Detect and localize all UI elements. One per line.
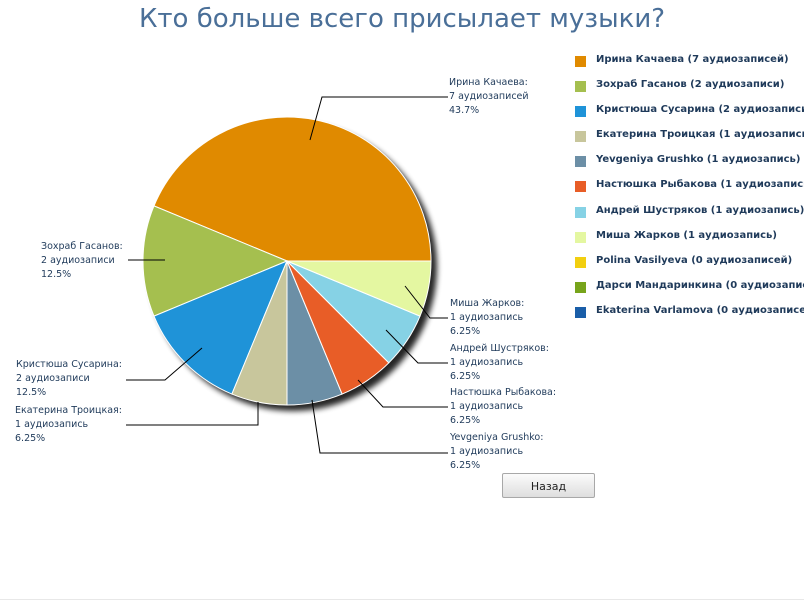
legend-swatch bbox=[575, 56, 586, 67]
slice-label: Зохраб Гасанов: 2 аудиозаписи 12.5% bbox=[41, 240, 123, 282]
legend-swatch bbox=[575, 306, 586, 318]
slice-label-percent: 43.7% bbox=[449, 105, 480, 116]
legend-swatch bbox=[575, 156, 586, 168]
slice-label-count: 1 аудиозапись bbox=[15, 419, 89, 430]
slice-label-percent: 6.25% bbox=[450, 460, 481, 471]
slice-label: Yevgeniya Grushko: 1 аудиозапись 6.25% bbox=[450, 431, 543, 473]
slice-label-count: 1 аудиозапись bbox=[450, 312, 524, 323]
slice-label-count: 2 аудиозаписи bbox=[16, 373, 90, 384]
legend-item: Миша Жарков (1 аудиозапись) bbox=[575, 230, 804, 255]
legend-label: Дарси Мандаринкина (0 аудиозаписей) bbox=[596, 279, 804, 291]
legend-item: Polina Vasilyeva (0 аудиозаписей) bbox=[575, 255, 804, 280]
footer-divider bbox=[0, 599, 804, 600]
pie-slice bbox=[286, 260, 432, 317]
legend-item: Андрей Шустряков (1 аудиозапись) bbox=[575, 205, 804, 230]
legend-label: Ekaterina Varlamova (0 аудиозаписей) bbox=[596, 304, 804, 316]
slice-label-count: 2 аудиозаписи bbox=[41, 255, 115, 266]
legend-item: Настюшка Рыбакова (1 аудиозапись) bbox=[575, 179, 804, 204]
slice-label-name: Yevgeniya Grushko: bbox=[450, 432, 544, 443]
legend-item: Кристюша Сусарина (2 аудиозаписи) bbox=[575, 104, 804, 129]
slice-label-count: 7 аудиозаписей bbox=[449, 91, 529, 102]
slice-label-percent: 6.25% bbox=[450, 415, 481, 426]
legend-swatch bbox=[575, 281, 586, 293]
legend-item: Екатерина Троицкая (1 аудиозапись) bbox=[575, 129, 804, 154]
slice-label: Екатерина Троицкая: 1 аудиозапись 6.25% bbox=[15, 404, 122, 446]
slice-label: Кристюша Сусарина: 2 аудиозаписи 12.5% bbox=[16, 358, 122, 400]
legend-label: Андрей Шустряков (1 аудиозапись) bbox=[596, 204, 804, 216]
leader-line bbox=[311, 399, 448, 454]
leader-line bbox=[126, 347, 203, 381]
legend-item: Ирина Качаева (7 аудиозаписей) bbox=[575, 54, 804, 79]
pie-slice bbox=[153, 116, 432, 262]
legend-label: Зохраб Гасанов (2 аудиозаписи) bbox=[596, 79, 785, 91]
slice-label-name: Кристюша Сусарина: bbox=[16, 359, 122, 370]
chart-legend: Ирина Качаева (7 аудиозаписей) Зохраб Гас… bbox=[575, 54, 804, 330]
slice-label-name: Екатерина Троицкая: bbox=[15, 405, 122, 416]
slice-label-name: Настюшка Рыбакова: bbox=[450, 387, 557, 398]
legend-swatch bbox=[575, 206, 586, 218]
legend-label: Миша Жарков (1 аудиозапись) bbox=[596, 229, 777, 241]
slice-label-name: Андрей Шустряков: bbox=[450, 343, 549, 354]
back-button[interactable]: Назад bbox=[502, 473, 595, 498]
slice-label-name: Зохраб Гасанов: bbox=[41, 241, 123, 252]
leader-line bbox=[357, 379, 448, 408]
slice-label: Миша Жарков: 1 аудиозапись 6.25% bbox=[450, 297, 524, 339]
legend-swatch bbox=[575, 231, 586, 243]
slice-label-name: Миша Жарков: bbox=[450, 298, 525, 309]
slice-label-percent: 12.5% bbox=[41, 269, 72, 280]
legend-label: Настюшка Рыбакова (1 аудиозапись) bbox=[596, 179, 804, 191]
slice-label: Андрей Шустряков: 1 аудиозапись 6.25% bbox=[450, 342, 549, 384]
leader-line bbox=[126, 402, 259, 426]
legend-item: Yevgeniya Grushko (1 аудиозапись) bbox=[575, 154, 804, 179]
slice-label: Настюшка Рыбакова: 1 аудиозапись 6.25% bbox=[450, 386, 556, 428]
slice-label-percent: 6.25% bbox=[450, 326, 481, 337]
legend-swatch bbox=[575, 81, 586, 93]
legend-swatch bbox=[575, 106, 586, 118]
legend-swatch bbox=[575, 181, 586, 193]
leader-line bbox=[385, 329, 448, 364]
legend-item: Ekaterina Varlamova (0 аудиозаписей) bbox=[575, 305, 804, 330]
legend-label: Кристюша Сусарина (2 аудиозаписи) bbox=[596, 104, 804, 116]
slice-label-percent: 12.5% bbox=[16, 387, 47, 398]
slice-label-count: 1 аудиозапись bbox=[450, 446, 524, 457]
slice-label-percent: 6.25% bbox=[15, 433, 46, 444]
slice-label-name: Ирина Качаева: bbox=[449, 77, 528, 88]
legend-swatch bbox=[575, 131, 586, 143]
leader-line bbox=[309, 96, 448, 141]
pie-slice bbox=[142, 205, 289, 317]
legend-item: Зохраб Гасанов (2 аудиозаписи) bbox=[575, 79, 804, 104]
slice-label-count: 1 аудиозапись bbox=[450, 357, 524, 368]
legend-item: Дарси Мандаринкина (0 аудиозаписей) bbox=[575, 280, 804, 305]
slice-label-count: 1 аудиозапись bbox=[450, 401, 524, 412]
slice-label-percent: 6.25% bbox=[450, 371, 481, 382]
legend-label: Polina Vasilyeva (0 аудиозаписей) bbox=[596, 254, 793, 266]
legend-label: Екатерина Троицкая (1 аудиозапись) bbox=[596, 129, 804, 141]
leader-line bbox=[404, 285, 448, 319]
legend-label: Yevgeniya Grushko (1 аудиозапись) bbox=[596, 154, 801, 166]
legend-swatch bbox=[575, 256, 586, 268]
legend-label: Ирина Качаева (7 аудиозаписей) bbox=[596, 54, 789, 65]
page-title: Кто больше всего присылает музыки? bbox=[138, 4, 666, 34]
slice-label: Ирина Качаева: 7 аудиозаписей 43.7% bbox=[449, 76, 529, 118]
